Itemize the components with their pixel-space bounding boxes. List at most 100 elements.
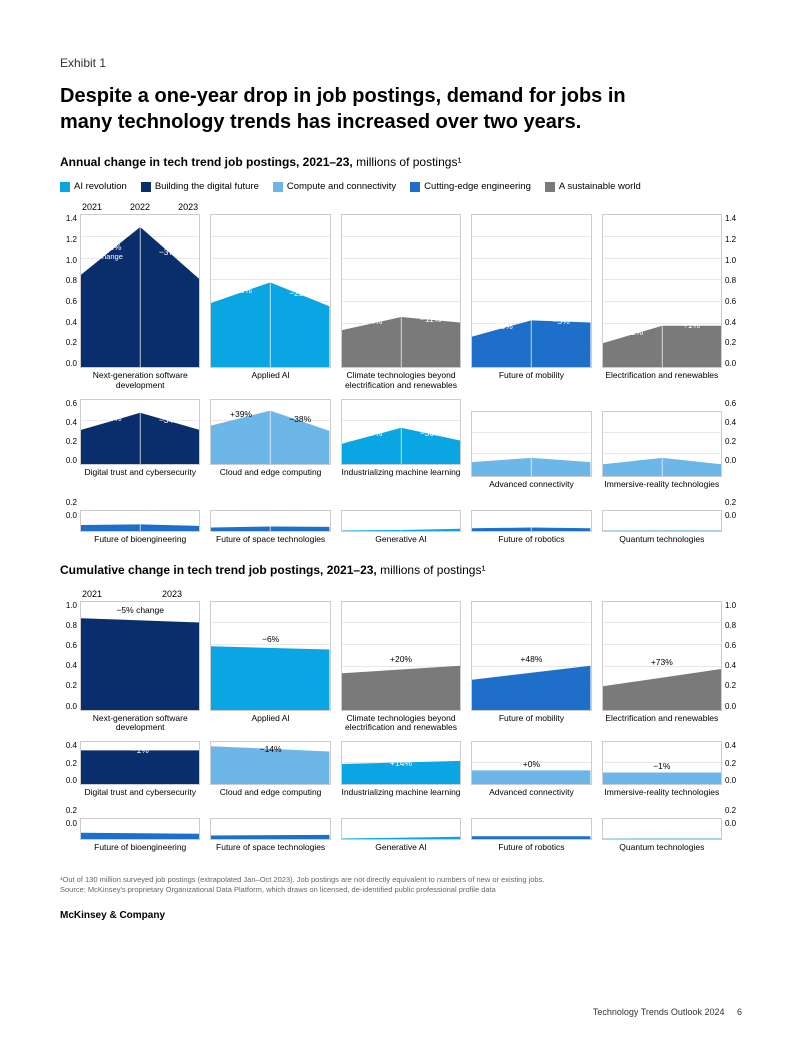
- axis-tick: 1.2: [725, 235, 742, 244]
- chart-cell: +29%−9%Future of space technologies: [210, 498, 330, 545]
- axis-tick: 0.0: [725, 511, 742, 520]
- axis-tick: 0.4: [725, 741, 742, 750]
- chart-label: Applied AI: [210, 371, 330, 381]
- chart-cell: +55%−5%Future of mobility: [471, 214, 591, 391]
- chart-label: Digital trust and cybersecurity: [80, 788, 200, 798]
- chart-cell: +6%−23%Future of bioengineering: [80, 498, 200, 545]
- chart-label: Future of bioengineering: [80, 535, 200, 545]
- chart-cell: +110%+111%Generative AI: [341, 498, 461, 545]
- chart-label: Immersive-reality technologies: [602, 788, 722, 798]
- axis-tick: 0.2: [60, 437, 77, 446]
- chart-plot: +52%change−37%: [80, 214, 200, 368]
- chart-label: Quantum technologies: [602, 535, 722, 545]
- chart-cell: +39%−38%Cloud and edge computing: [210, 399, 330, 490]
- chart-cell: +77%−36%Industrializing machine learning: [341, 399, 461, 490]
- area-chart-svg: [342, 819, 460, 839]
- chart-label: Industrializing machine learning: [341, 788, 461, 798]
- chart-cell: +44%−17%Quantum technologies: [602, 498, 722, 545]
- chart-plot: −18%: [80, 818, 200, 840]
- axis-tick: 0.4: [60, 741, 77, 750]
- axis-tick: 0.2: [725, 759, 742, 768]
- axis-tick: 0.6: [60, 297, 77, 306]
- chart-label: Advanced connectivity: [471, 788, 591, 798]
- chart-plot: +29%−9%: [210, 510, 330, 532]
- axis-tick: 0.2: [60, 759, 77, 768]
- chart-row-cells: −5% change Next-generation software devel…: [80, 601, 722, 734]
- chart-plot: +34%−11%: [341, 214, 461, 368]
- y-axis-left: 0.20.0: [60, 806, 80, 828]
- chart-plot: +32%−24%: [471, 411, 591, 477]
- chart-plot: −14%: [210, 741, 330, 785]
- legend-swatch: [141, 182, 151, 192]
- chart-plot: −5% change: [80, 601, 200, 711]
- area-shape: [81, 618, 199, 710]
- chart-cell: +72%+1%Electrification and renewables: [602, 214, 722, 391]
- chart-row: 0.4 0.2 0.0−1%Digital trust and cybersecur…: [60, 741, 742, 798]
- chart-cell: +29%−20%Future of robotics: [471, 498, 591, 545]
- chart-cell: +341%Generative AI: [341, 806, 461, 853]
- chart-plot: +0%: [471, 741, 591, 785]
- axis-tick: 0.0: [60, 511, 77, 520]
- chart-row: 1.41.21.00.80.60.40.20.0+52%change−37%Ne…: [60, 214, 742, 391]
- chart-plot: +55%−5%: [471, 214, 591, 368]
- chart-label: Electrification and renewables: [602, 714, 722, 724]
- chart-plot: +341%: [341, 818, 461, 840]
- year-labels-annual: 202120222023: [80, 202, 742, 212]
- legend-item: Compute and connectivity: [273, 181, 396, 192]
- chart-plot: +73%: [602, 601, 722, 711]
- pct-label: +0%: [472, 760, 590, 769]
- area-shape: [81, 751, 199, 785]
- chart-cell: +3%Future of robotics: [471, 806, 591, 853]
- legend-swatch: [410, 182, 420, 192]
- chart-plot: +33%−29%: [210, 214, 330, 368]
- chart-plot: +72%+1%: [602, 214, 722, 368]
- area-chart-svg: [81, 215, 199, 367]
- subtitle-annual-unit: millions of postings¹: [353, 155, 462, 169]
- chart-cell: +32%−24%Advanced connectivity: [471, 399, 591, 490]
- subtitle-cum-unit: millions of postings¹: [377, 563, 486, 577]
- chart-cell: −1%Digital trust and cybersecurity: [80, 741, 200, 798]
- legend-label: Cutting-edge engineering: [424, 181, 531, 192]
- chart-plot: +110%+111%: [341, 510, 461, 532]
- y-axis-right: 1.41.21.00.80.60.40.20.0: [722, 214, 742, 368]
- chart-cell: −6%Applied AI: [210, 601, 330, 734]
- axis-tick: 0.6: [725, 641, 742, 650]
- chart-cell: +48%Future of mobility: [471, 601, 591, 734]
- axis-tick: 0.0: [725, 359, 742, 368]
- chart-plot: +49%−34%: [80, 399, 200, 465]
- subtitle-cum-bold: Cumulative change in tech trend job post…: [60, 563, 377, 577]
- subtitle-cumulative: Cumulative change in tech trend job post…: [60, 563, 742, 577]
- page-number: 6: [737, 1007, 742, 1017]
- axis-tick: 0.6: [725, 297, 742, 306]
- chart-label: Quantum technologies: [602, 843, 722, 853]
- pct-label: −14%: [211, 745, 329, 754]
- chart-label: Next-generation software development: [80, 714, 200, 734]
- footnote: ¹Out of 130 million surveyed job posting…: [60, 875, 742, 895]
- axis-tick: 0.2: [725, 437, 742, 446]
- area-shape: [342, 665, 460, 709]
- axis-tick: 0.4: [725, 418, 742, 427]
- area-shape: [342, 837, 460, 839]
- subtitle-annual-bold: Annual change in tech trend job postings…: [60, 155, 353, 169]
- area-chart-svg: [603, 412, 721, 476]
- legend-label: Compute and connectivity: [287, 181, 396, 192]
- axis-tick: 0.0: [60, 702, 77, 711]
- footnote-line2: Source: McKinsey's proprietary Organizat…: [60, 885, 742, 895]
- axis-tick: 0.6: [60, 399, 77, 408]
- area-chart-svg: [211, 602, 329, 710]
- area-chart-svg: [472, 511, 590, 531]
- area-chart-svg: [211, 819, 329, 839]
- legend-swatch: [273, 182, 283, 192]
- axis-tick: 0.2: [725, 338, 742, 347]
- year-label: 2023: [162, 589, 182, 599]
- legend-swatch: [60, 182, 70, 192]
- axis-tick: 0.0: [60, 776, 77, 785]
- chart-cell: +34%−11%Climate technologies beyond elec…: [341, 214, 461, 391]
- legend-label: AI revolution: [74, 181, 127, 192]
- area-shape: [472, 836, 590, 839]
- axis-tick: 0.8: [725, 276, 742, 285]
- axis-tick: 1.2: [60, 235, 77, 244]
- pct-label: +20%: [342, 655, 460, 664]
- area-chart-svg: [211, 511, 329, 531]
- axis-tick: 0.8: [60, 621, 77, 630]
